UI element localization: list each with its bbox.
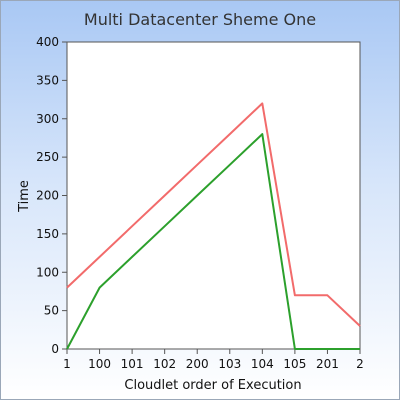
series-line-1: [66, 102, 361, 327]
x-tick-label: 1: [63, 357, 71, 371]
x-axis: 1 100 101 102 200 103 104 105 201 2: [63, 349, 364, 371]
x-tick-label: 200: [186, 357, 209, 371]
x-tick-label: 105: [283, 357, 306, 371]
y-tick-label: 150: [36, 227, 59, 241]
y-tick-label: 50: [44, 304, 59, 318]
x-tick-label: 104: [251, 357, 274, 371]
y-tick-label: 200: [36, 189, 59, 203]
y-axis: 0 50 100 150 200 250 300 350 400: [36, 35, 67, 356]
x-tick-label: 2: [356, 357, 364, 371]
y-tick-label: 350: [36, 73, 59, 87]
plot-area: [66, 41, 361, 350]
series-line-2: [66, 133, 360, 350]
series-layer: [66, 102, 361, 350]
chart-title: Multi Datacenter Sheme One: [84, 10, 316, 29]
x-tick-label: 103: [218, 357, 241, 371]
x-axis-label: Cloudlet order of Execution: [124, 378, 301, 393]
y-axis-label: Time: [17, 180, 32, 213]
y-tick-label: 0: [51, 342, 59, 356]
x-tick-label: 102: [153, 357, 176, 371]
y-tick-label: 250: [36, 150, 59, 164]
x-tick-label: 100: [88, 357, 111, 371]
y-tick-label: 400: [36, 35, 59, 49]
x-tick-label: 201: [316, 357, 339, 371]
y-tick-label: 300: [36, 112, 59, 126]
y-tick-label: 100: [36, 265, 59, 279]
x-tick-label: 101: [121, 357, 144, 371]
